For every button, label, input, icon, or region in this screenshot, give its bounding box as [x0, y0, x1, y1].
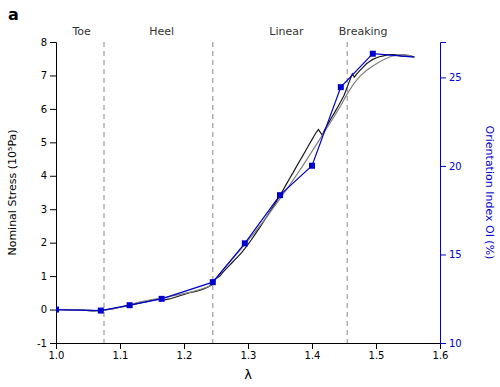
y-axis-tick-mark	[50, 310, 56, 311]
y2-axis: 10 15 20 25	[440, 43, 462, 349]
y-axis-tick: 2	[41, 237, 56, 248]
y-axis-tick-mark	[50, 42, 56, 43]
y-axis: -1 0 1 2 3 4 5 6 7 8	[37, 37, 56, 349]
y2-axis-tick-label: 10	[449, 338, 462, 349]
x-axis-tick-label: 1.0	[49, 350, 65, 361]
y-axis-tick-mark	[50, 75, 56, 76]
phase-boundary	[104, 42, 105, 343]
x-axis-tick-label: 1.3	[241, 350, 257, 361]
y2-axis-tick-label: 25	[449, 72, 462, 83]
x-axis-tick: 1.5	[369, 343, 385, 361]
y-axis-tick-mark	[50, 109, 56, 110]
y-axis-tick-label: 6	[41, 104, 47, 115]
y-axis-tick: 4	[41, 170, 56, 181]
y-axis-tick-label: -1	[37, 338, 47, 349]
x-axis-tick-label: 1.2	[177, 350, 193, 361]
y2-axis-tick: 10	[440, 338, 462, 349]
y2-axis-tick-label: 20	[449, 161, 462, 172]
y-axis-line	[50, 43, 57, 344]
x-axis-tick-mark	[248, 343, 249, 349]
y-axis-tick: 3	[41, 204, 56, 215]
y2-axis-tick-mark	[440, 343, 446, 344]
y-axis-tick: 1	[41, 271, 56, 282]
y-axis-tick-mark	[50, 276, 56, 277]
series-line	[56, 55, 414, 311]
x-axis-tick-mark	[312, 343, 313, 349]
y-axis-tick-mark	[50, 343, 56, 344]
y-axis-tick-mark	[50, 142, 56, 143]
x-axis-tick: 1.3	[241, 343, 257, 361]
x-axis-line	[57, 344, 441, 350]
y-axis-tick-label: 7	[41, 70, 47, 81]
y-axis-tick-label: 3	[41, 204, 47, 215]
y-axis-tick-label: 0	[41, 304, 47, 315]
x-axis-tick: 1.1	[113, 343, 129, 361]
y-axis-tick: 0	[41, 304, 56, 315]
y2-axis-tick-mark	[440, 254, 446, 255]
y-axis-tick-label: 1	[41, 271, 47, 282]
plot-area	[56, 42, 414, 343]
series-marker	[56, 307, 59, 313]
phase-label: Linear	[269, 25, 304, 38]
x-axis-tick-mark	[120, 343, 121, 349]
y-axis-tick: 5	[41, 137, 56, 148]
title: a	[8, 5, 19, 24]
y2-axis-tick: 15	[440, 249, 462, 260]
phase-label: Breaking	[339, 25, 388, 38]
y-axis-tick-mark	[50, 209, 56, 210]
y2-axis-tick: 20	[440, 161, 462, 172]
x-axis-tick: 1.4	[305, 343, 321, 361]
x-axis-tick-mark	[184, 343, 185, 349]
x-axis-tick-label: 1.4	[305, 350, 321, 361]
chart: 1.0 1.1 1.2 1.3 1.4 1.5 1.6 -1 0 1 2 3 4 5 6 7 8 10 15 20 25…	[0, 0, 500, 387]
y-axis-tick: -1	[37, 338, 56, 349]
x-axis-tick-label: 1.5	[369, 350, 385, 361]
x-axis-tick-label: 1.1	[113, 350, 129, 361]
x-axis-tick-mark	[376, 343, 377, 349]
y-axis-tick-label: 5	[41, 137, 47, 148]
chart-container: 1.0 1.1 1.2 1.3 1.4 1.5 1.6 -1 0 1 2 3 4 5 6 7 8 10 15 20 25…	[0, 0, 500, 387]
y-axis-tick: 8	[41, 37, 56, 48]
series-marker	[370, 51, 376, 57]
x-axis-tick-label: 1.6	[433, 350, 449, 361]
series-marker	[242, 240, 248, 246]
series-marker	[338, 84, 344, 90]
y-axis-tick-mark	[50, 243, 56, 244]
x-axis-tick: 1.2	[177, 343, 193, 361]
y-axis-tick-label: 2	[41, 237, 47, 248]
x-axis-tick: 1.0	[49, 343, 65, 361]
y-axis-tick-mark	[50, 176, 56, 177]
phase-label: Toe	[71, 25, 91, 38]
y-axis-tick: 7	[41, 70, 56, 81]
phase-label: Heel	[149, 25, 174, 38]
y2-axis-tick-label: 15	[449, 249, 462, 260]
y2-axis-tick: 25	[440, 72, 462, 83]
series-marker	[210, 279, 216, 285]
series-marker	[159, 296, 165, 302]
y2-axis-tick-mark	[440, 166, 446, 167]
y-axis-tick-label: 4	[41, 170, 47, 181]
series-line	[56, 55, 411, 311]
x-axis-tick: 1.6	[433, 343, 449, 361]
y-axis-tick-label: 8	[41, 37, 47, 48]
phase-boundary	[212, 42, 213, 343]
y-axis-title: Nominal Stress (10⁵Pa)	[6, 129, 19, 255]
series-marker	[98, 308, 104, 314]
series-line	[56, 54, 414, 311]
x-axis-title: λ	[244, 367, 252, 382]
y2-axis-line	[441, 43, 447, 344]
x-axis: 1.0 1.1 1.2 1.3 1.4 1.5 1.6	[49, 343, 449, 361]
y2-axis-tick-mark	[440, 77, 446, 78]
series-marker	[309, 163, 315, 169]
series-marker	[277, 192, 283, 198]
y2-axis-title: Orientation Index OI (%)	[483, 126, 496, 260]
series-marker	[127, 302, 133, 308]
y-axis-tick: 6	[41, 104, 56, 115]
